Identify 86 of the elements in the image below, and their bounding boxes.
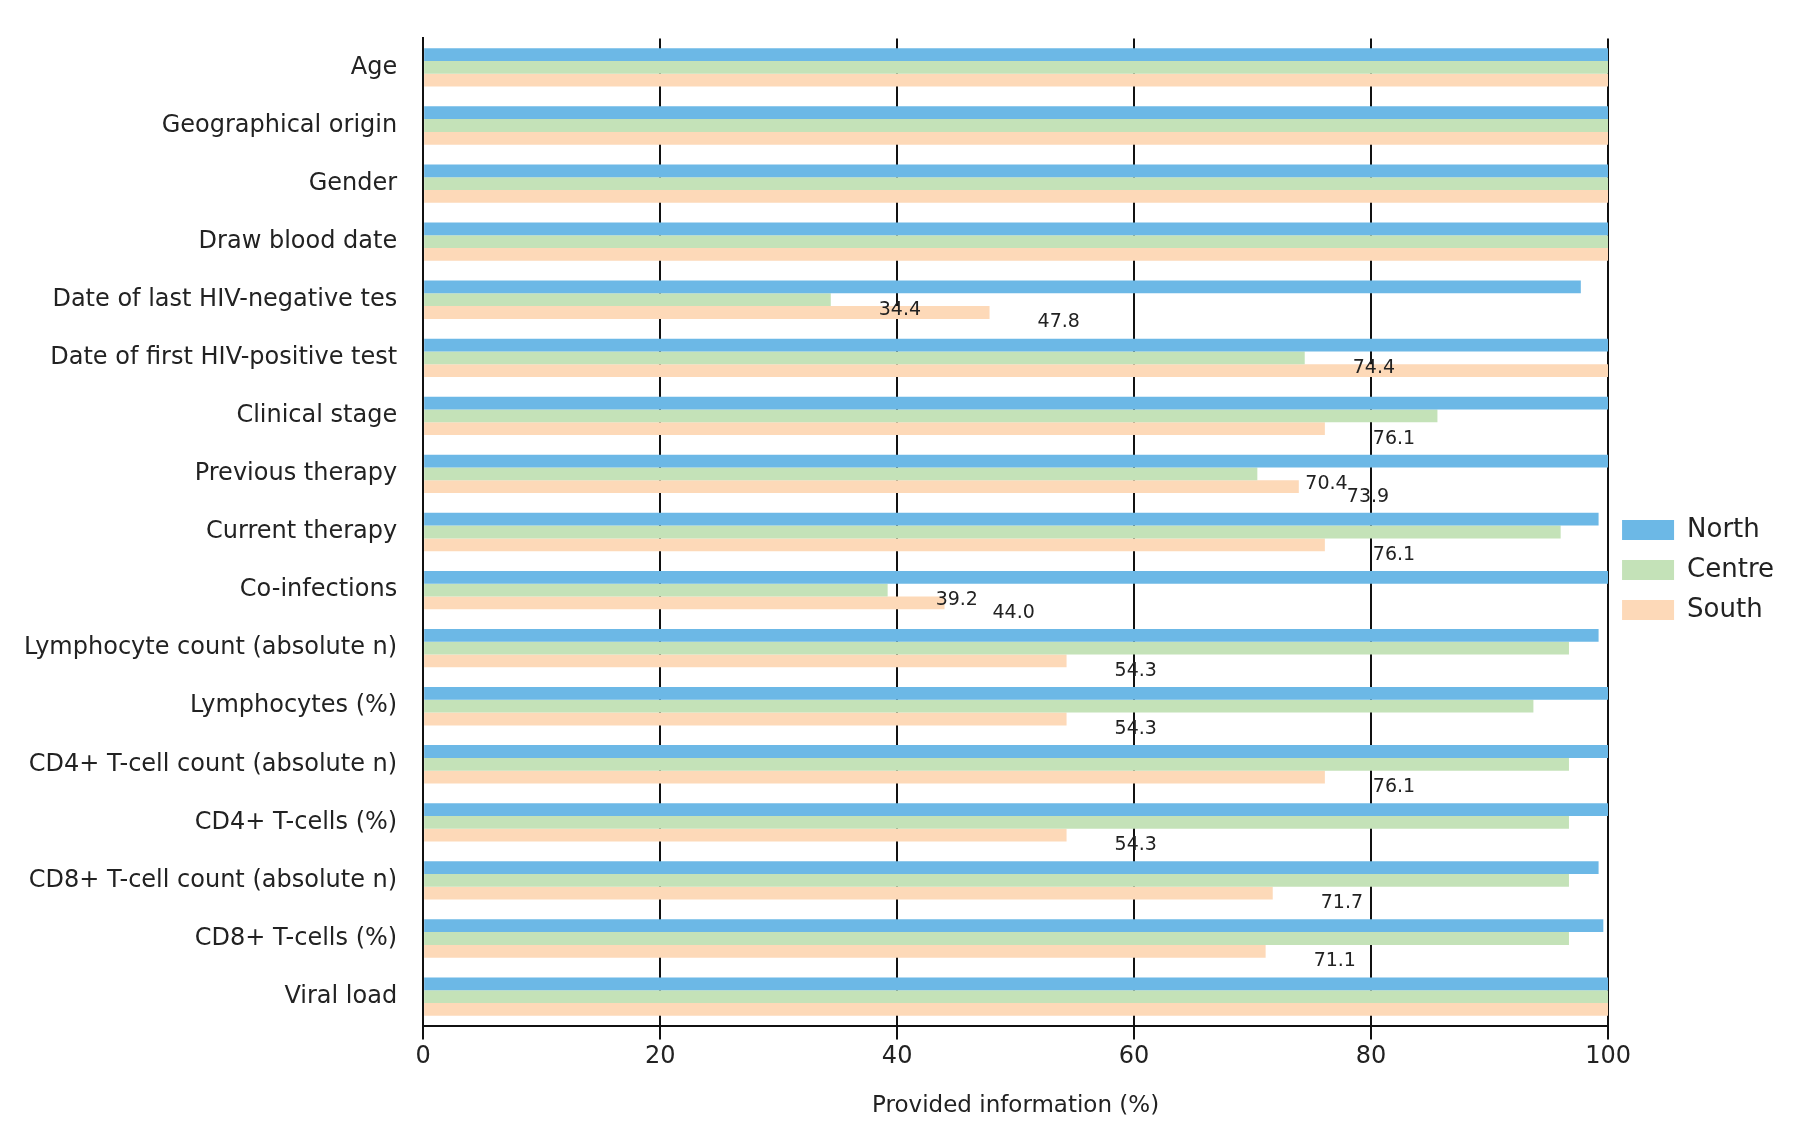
data-label: 76.1	[1372, 774, 1416, 796]
y-tick-label: CD8+ T-cell count (absolute n)	[28, 864, 398, 893]
bar	[424, 119, 1609, 132]
bar	[424, 570, 1609, 584]
bar	[424, 164, 1609, 178]
bar	[424, 932, 1569, 945]
bar	[424, 990, 1609, 1003]
bar	[424, 828, 1067, 842]
bar	[424, 861, 1599, 875]
bar	[424, 803, 1609, 816]
bar	[424, 177, 1609, 190]
y-tick-label: CD8+ T-cells (%)	[194, 922, 398, 951]
legend-label: North	[1687, 512, 1760, 543]
bar	[424, 106, 1609, 120]
bar	[424, 248, 1609, 261]
y-tick-label: Lymphocyte count (absolute n)	[24, 632, 398, 661]
bar	[424, 886, 1273, 900]
legend-label: South	[1687, 592, 1763, 623]
bar	[424, 512, 1599, 526]
bar	[424, 235, 1609, 249]
data-label: 34.4	[878, 296, 922, 319]
data-label: 74.4	[1352, 354, 1396, 377]
x-tick-label: 40	[881, 1041, 913, 1070]
bar	[424, 712, 1067, 726]
bar	[424, 351, 1305, 365]
bar	[424, 770, 1325, 784]
legend-label: Centre	[1687, 552, 1774, 583]
bar	[424, 131, 1609, 145]
y-tick-label: Gender	[308, 167, 398, 196]
bar	[424, 874, 1569, 887]
y-tick-label: Draw blood date	[198, 225, 398, 254]
bar	[424, 815, 1569, 829]
bar	[424, 338, 1609, 352]
bar	[424, 583, 888, 597]
y-tick-label: CD4+ T-cell count (absolute n)	[28, 748, 398, 777]
bar	[424, 454, 1609, 468]
bar	[424, 919, 1604, 933]
bar	[424, 944, 1266, 958]
y-tick-label: CD4+ T-cells (%)	[194, 806, 398, 835]
bar	[424, 293, 831, 307]
y-tick-label: Age	[350, 51, 398, 80]
bar	[424, 61, 1609, 74]
data-label: 71.1	[1313, 948, 1356, 971]
y-tick-label: Co-infections	[239, 574, 398, 603]
y-tick-label: Lymphocytes (%)	[190, 690, 398, 719]
y-tick-label: Previous therapy	[194, 458, 398, 487]
data-label: 70.4	[1305, 470, 1348, 493]
bar	[424, 538, 1325, 552]
bar	[424, 222, 1609, 236]
x-axis-title: Provided information (%)	[872, 1091, 1160, 1118]
bar	[424, 422, 1325, 436]
x-tick-label: 0	[415, 1041, 431, 1070]
bar	[424, 1002, 1609, 1016]
data-label: 71.7	[1320, 890, 1364, 913]
bar	[424, 480, 1299, 494]
y-tick-label: Date of first HIV-positive test	[50, 342, 398, 371]
bar	[424, 525, 1561, 539]
y-tick-label: Geographical origin	[161, 109, 398, 138]
x-tick-label: 100	[1585, 1041, 1631, 1070]
x-tick-label: 20	[644, 1041, 676, 1070]
bar	[424, 699, 1534, 713]
bar	[424, 467, 1258, 481]
y-tick-label: Current therapy	[206, 516, 398, 545]
data-label: 76.1	[1372, 425, 1416, 448]
bar	[424, 48, 1609, 62]
bar	[424, 687, 1609, 700]
bar	[424, 628, 1599, 642]
bar	[424, 977, 1609, 991]
data-label: 47.8	[1037, 309, 1080, 332]
bar	[424, 745, 1609, 758]
bar	[424, 73, 1609, 87]
bar	[424, 654, 1067, 668]
bar	[424, 189, 1609, 203]
data-label: 39.2	[935, 587, 978, 610]
bar	[424, 409, 1438, 423]
data-label: 76.1	[1372, 541, 1416, 564]
y-tick-label: Clinical stage	[236, 400, 398, 429]
bar	[424, 280, 1581, 294]
bar	[424, 641, 1569, 655]
y-tick-label: Viral load	[284, 980, 398, 1009]
bar	[424, 396, 1609, 410]
y-tick-label: Date of last HIV-negative tes	[52, 283, 398, 312]
x-tick-label: 80	[1355, 1041, 1387, 1070]
x-tick-label: 60	[1118, 1041, 1150, 1070]
bar	[424, 757, 1569, 771]
data-label: 44.0	[992, 599, 1035, 622]
